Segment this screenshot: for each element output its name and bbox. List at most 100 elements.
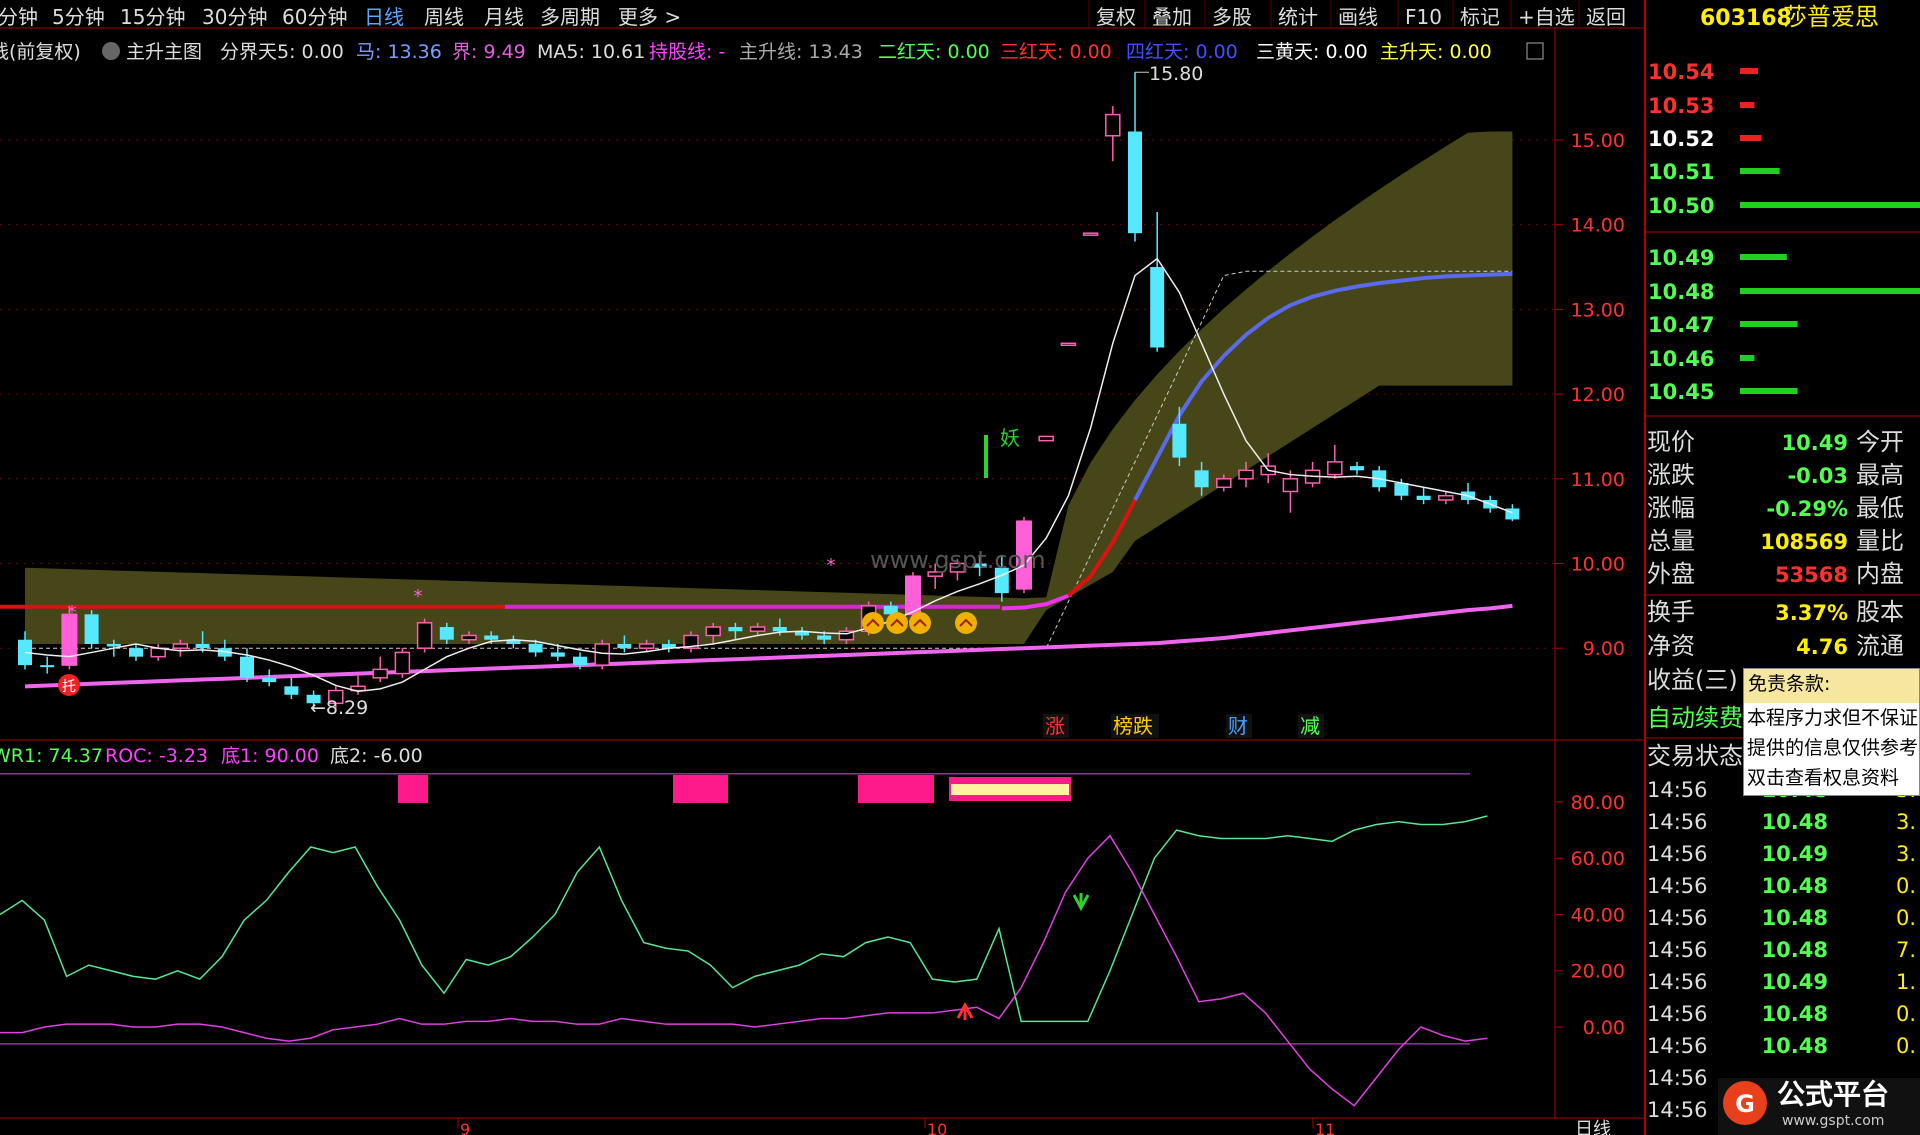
candle-body-down (240, 656, 254, 678)
period-tab-9[interactable]: 更多 > (618, 5, 681, 29)
signal-badge-bg (1298, 714, 1324, 738)
candle-body-up (749, 626, 766, 633)
buy-signal-chevron (890, 618, 904, 627)
main-legend-item-11: 三黄天: 0.00 (1256, 41, 1368, 63)
toolbar-button-0[interactable]: 复权 (1096, 5, 1136, 29)
candle-body-down (972, 563, 987, 568)
buy-signal-icon (862, 612, 884, 634)
main-legend-item-8: 二红天: 0.00 (878, 41, 990, 63)
disclaimer-line: 提供的信息仅供参考 (1747, 737, 1919, 759)
toolbar-button-6[interactable]: 标记 (1460, 5, 1500, 29)
disclaimer-line: 本程序力求但不保证 (1747, 707, 1919, 729)
tick-price: 10.49 (1762, 970, 1828, 994)
date-tick-label: 11 (1315, 1120, 1335, 1135)
disclaimer-line: 双击查看权息资料 (1747, 767, 1900, 789)
quote-value: -0.29% (1766, 497, 1848, 521)
indicator-tick-label: 0.00 (1583, 1017, 1625, 1039)
wr-signal-block (398, 775, 428, 803)
tick-time: 14:56 (1647, 1034, 1708, 1058)
period-tab-4[interactable]: 60分钟 (282, 5, 347, 29)
toolbar-button-5[interactable]: F10 (1405, 5, 1442, 29)
candle-body-down (661, 643, 676, 649)
candle-body-up (1438, 494, 1454, 501)
legend-toggle-icon[interactable] (102, 42, 120, 60)
toolbar-button-3[interactable]: 统计 (1278, 5, 1318, 29)
quote2-label: 换手 (1647, 598, 1695, 626)
candle-body-up (328, 689, 344, 705)
candle-body-down (1416, 495, 1431, 500)
quote-value: 108569 (1760, 530, 1848, 554)
tick-volume: 0. (1896, 874, 1916, 898)
up-arrow-icon (956, 1001, 974, 1020)
tick-time: 14:56 (1647, 874, 1708, 898)
tick-time: 14:56 (1647, 906, 1708, 930)
toolbar-button-8[interactable]: 返回 (1586, 5, 1626, 29)
quote2-label2: 流通 (1856, 632, 1904, 660)
demon-label: 妖 (1000, 426, 1020, 450)
logo-subtext: www.gspt.com (1782, 1113, 1884, 1129)
price-tick-label: 15.00 (1571, 130, 1625, 152)
signal-badge-bg (1111, 714, 1159, 738)
candle-body-down (40, 665, 55, 668)
quote2-value: 3.37% (1775, 601, 1848, 625)
candle-body-down (550, 652, 565, 657)
toolbar-button-2[interactable]: 多股 (1212, 5, 1252, 29)
toolbar-button-7[interactable]: +自选 (1518, 5, 1575, 29)
period-tab-3[interactable]: 30分钟 (202, 5, 267, 29)
candle-body-up (949, 562, 966, 573)
signal-candle (61, 614, 78, 666)
date-tick-label: 9 (460, 1120, 470, 1135)
tick-time: 14:56 (1647, 970, 1708, 994)
disclaimer-popup[interactable]: 免责条款: 本程序力求但不保证 提供的信息仅供参考 双击查看权息资料 (1743, 668, 1920, 796)
period-tab-5[interactable]: 日线 (364, 5, 404, 29)
tick-price: 10.49 (1762, 842, 1828, 866)
toolbar-button-1[interactable]: 叠加 (1152, 5, 1192, 29)
period-tab-6[interactable]: 周线 (424, 5, 464, 29)
quote2-label: 净资 (1647, 632, 1695, 660)
candle-body-up (838, 630, 855, 641)
period-tab-0[interactable]: 分钟 (0, 5, 38, 29)
auto-label[interactable]: 自动续费 (1647, 704, 1743, 732)
tick-price: 10.48 (1762, 1034, 1828, 1058)
candle-body-up (1238, 469, 1254, 480)
pane-maximize-icon[interactable] (1526, 42, 1544, 60)
quote-label: 现价 (1647, 428, 1695, 456)
order-book-price: 10.48 (1648, 280, 1714, 304)
date-tick-label: 10 (927, 1120, 947, 1135)
candle-body-down (817, 635, 832, 640)
order-book-volume-bar (1740, 254, 1787, 260)
quote-label: 涨跌 (1647, 461, 1695, 489)
candle-body-up (372, 668, 388, 679)
tick-time: 14:56 (1647, 1002, 1708, 1026)
tick-time: 14:56 (1647, 938, 1708, 962)
main-legend-item-7: 主升线: 13.43 (739, 41, 863, 63)
period-tab-7[interactable]: 月线 (484, 5, 524, 29)
toolbar-button-4[interactable]: 画线 (1338, 5, 1378, 29)
order-book-volume-bar (1740, 321, 1798, 327)
period-tab-2[interactable]: 15分钟 (120, 5, 185, 29)
order-book-price: 10.46 (1648, 347, 1714, 371)
candle-body-up (927, 571, 943, 577)
buy-signal-chevron (866, 618, 880, 627)
period-tab-8[interactable]: 多周期 (540, 5, 600, 29)
candle-body-down (883, 605, 898, 615)
period-tab-1[interactable]: 5分钟 (52, 5, 105, 29)
candle-body-up (1105, 113, 1121, 137)
candle-body-up (638, 643, 655, 649)
candle-body-up (1060, 342, 1077, 347)
indicator-legend-item-1: ROC: -3.23 (105, 745, 208, 767)
candle-body-up (683, 634, 699, 649)
candle-body-down (306, 694, 321, 704)
order-book-volume-bar (1740, 202, 1920, 208)
tuo-badge-icon (58, 674, 80, 696)
main-legend-item-3: 马: 13.36 (356, 41, 442, 63)
period-label: 日线 (1575, 1119, 1611, 1135)
price-tick-label: 12.00 (1571, 384, 1625, 406)
signal-candle (905, 576, 921, 615)
candle-body-down (84, 614, 99, 644)
price-tick-label: 9.00 (1583, 638, 1625, 660)
order-book-price: 10.47 (1648, 313, 1714, 337)
candle-body-down (18, 639, 32, 666)
quote-label2: 内盘 (1856, 560, 1904, 588)
